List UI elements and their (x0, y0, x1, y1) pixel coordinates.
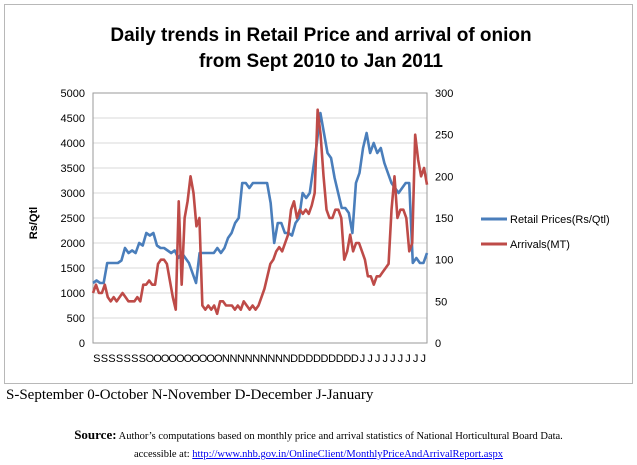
x-tick-label: N (275, 353, 283, 365)
x-tick-label: D (336, 353, 344, 365)
y-tick-label-left: 0 (79, 338, 85, 350)
y-tick-label-left: 3000 (61, 188, 85, 200)
source-text: Author’s computations based on monthly p… (116, 431, 563, 442)
x-tick-label: J (367, 353, 373, 365)
month-key-caption: S-September 0-October N-November D-Decem… (6, 387, 374, 403)
chart-title-line-2: from Sept 2010 to Jan 2011 (199, 51, 443, 72)
y-tick-label-left: 2500 (61, 213, 85, 225)
legend-label-price: Retail Prices(Rs/Qtl) (510, 214, 610, 226)
x-tick-label: N (222, 353, 230, 365)
x-tick-label: D (313, 353, 321, 365)
x-tick-label: N (229, 353, 237, 365)
x-tick-label: O (191, 353, 200, 365)
source-label: Source: (74, 427, 117, 442)
x-tick-label: S (93, 353, 100, 365)
x-tick-label: S (139, 353, 146, 365)
y-tick-label-right: 0 (435, 338, 441, 350)
x-tick-label: J (390, 353, 396, 365)
x-tick-label: O (214, 353, 223, 365)
x-tick-label: O (146, 353, 155, 365)
x-tick-label: J (420, 353, 426, 365)
x-tick-label: J (398, 353, 404, 365)
x-tick-label: N (237, 353, 245, 365)
x-tick-label: J (375, 353, 381, 365)
source-line-2: accessible at: http://www.nhb.gov.in/Onl… (0, 446, 637, 464)
x-tick-label: N (245, 353, 253, 365)
source-accessible: accessible at: (133, 449, 193, 460)
x-tick-label: O (168, 353, 177, 365)
x-tick-label: S (116, 353, 123, 365)
y-tick-label-left: 3500 (61, 163, 85, 175)
y-tick-label-left: 1000 (61, 288, 85, 300)
series-line-retail-price (92, 111, 429, 285)
source-line-1: Source: Author’s computations based on m… (0, 426, 637, 446)
y-tick-label-left: 4000 (61, 138, 85, 150)
x-tick-label: D (305, 353, 313, 365)
y-tick-label-right: 50 (435, 296, 447, 308)
y-tick-label-left: 4500 (61, 113, 85, 125)
y-axis-label-left: Rs/Qtl (28, 207, 40, 239)
x-tick-label: O (176, 353, 185, 365)
x-tick-label: N (252, 353, 260, 365)
x-tick-label: N (267, 353, 275, 365)
x-tick-label: O (206, 353, 215, 365)
x-tick-label: D (321, 353, 329, 365)
x-tick-label: O (199, 353, 208, 365)
plot-area-border (92, 92, 428, 344)
y-tick-label-right: 100 (435, 255, 453, 267)
y-tick-label-right: 300 (435, 88, 453, 100)
legend-label-arrivals: Arrivals(MT) (510, 239, 570, 251)
series-lines (91, 108, 429, 316)
source-link[interactable]: http://www.nhb.gov.in/OnlineClient/Month… (192, 449, 503, 460)
chart-frame: Daily trends in Retail Price and arrival… (4, 4, 633, 384)
x-tick-label: D (290, 353, 298, 365)
x-tick-label: S (131, 353, 138, 365)
y-tick-label-right: 150 (435, 213, 453, 225)
x-tick-label: D (298, 353, 306, 365)
x-tick-label: N (283, 353, 291, 365)
y-tick-label-left: 1500 (61, 263, 85, 275)
y-tick-label-right: 200 (435, 171, 453, 183)
x-tick-label: J (405, 353, 411, 365)
axes (92, 92, 428, 344)
y-tick-label-left: 5000 (61, 88, 85, 100)
x-tick-label: D (328, 353, 336, 365)
x-tick-label: J (383, 353, 389, 365)
x-tick-label: S (108, 353, 115, 365)
x-tick-label: D (343, 353, 351, 365)
y-tick-label-right: 250 (435, 130, 453, 142)
x-tick-label: O (184, 353, 193, 365)
x-tick-label: D (351, 353, 359, 365)
legend: Retail Prices(Rs/Qtl) Arrivals(MT) (481, 214, 610, 251)
y-tick-label-left: 2000 (61, 238, 85, 250)
x-tick-label: N (260, 353, 268, 365)
y-ticks-left: 0 500 1000 1500 2000 2500 3000 3500 4000 4500 5000 (61, 88, 85, 350)
source-note: Source: Author’s computations based on m… (0, 426, 637, 464)
x-tick-label: O (161, 353, 170, 365)
x-tick-label: J (413, 353, 419, 365)
y-ticks-right: 0 50 100 150 200 250 300 (435, 88, 453, 350)
y-tick-label-left: 500 (67, 313, 85, 325)
x-tick-label: J (360, 353, 366, 365)
series-line-arrivals (91, 108, 429, 316)
gridlines (93, 92, 427, 344)
line-chart: Daily trends in Retail Price and arrival… (28, 25, 610, 365)
x-tick-label: S (101, 353, 108, 365)
x-tick-label: S (123, 353, 130, 365)
chart-title-line-1: Daily trends in Retail Price and arrival… (110, 25, 531, 46)
x-tick-label: O (153, 353, 162, 365)
